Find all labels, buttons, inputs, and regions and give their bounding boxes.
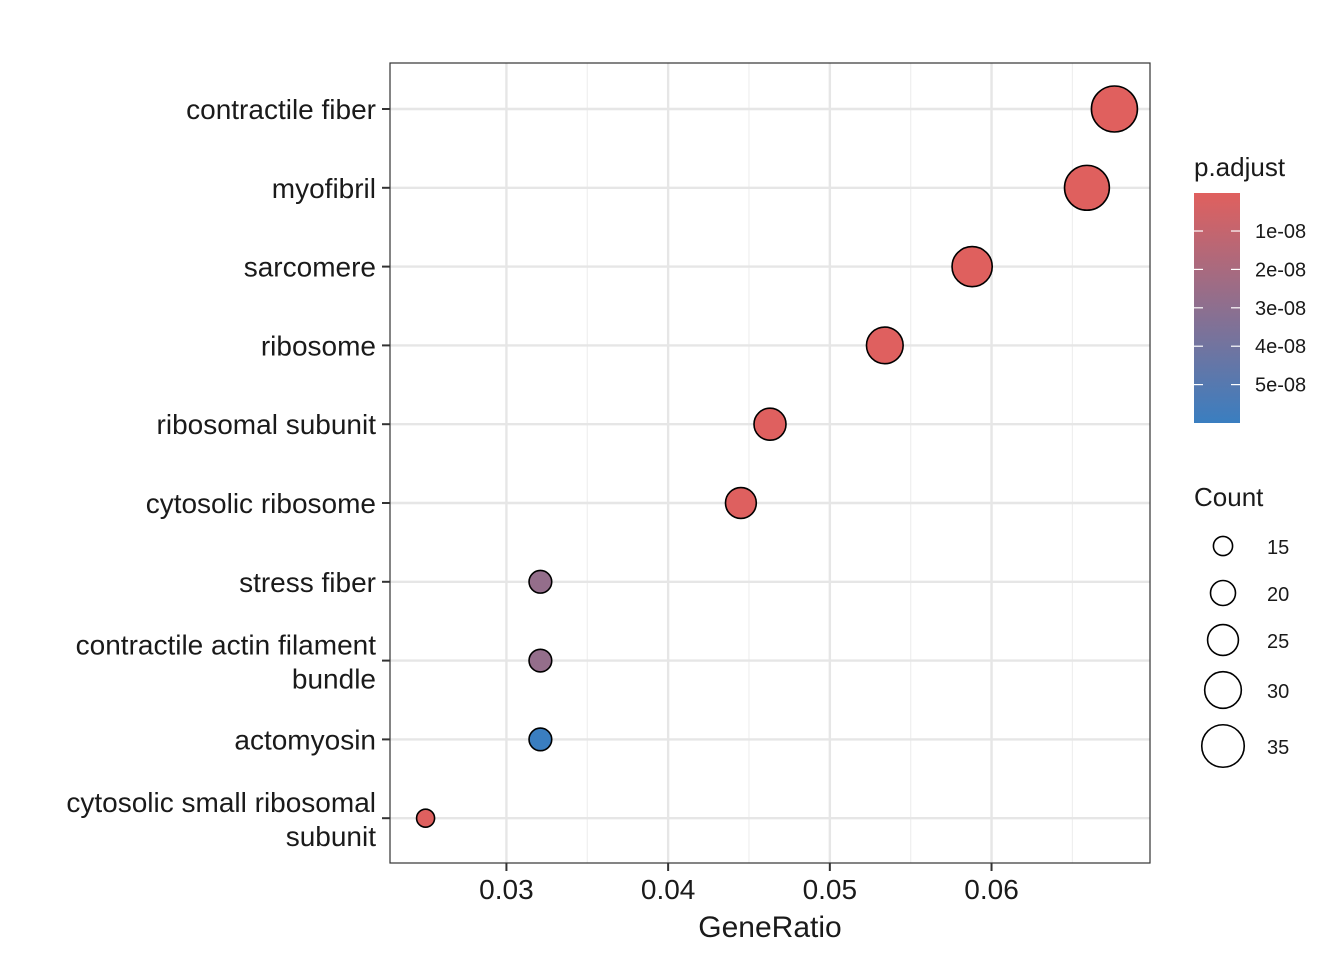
x-tick-label: 0.03 (479, 874, 534, 905)
data-point (528, 727, 553, 752)
x-axis-title: GeneRatio (698, 911, 841, 944)
size-legend-label: 30 (1267, 681, 1289, 703)
color-legend-label: 4e-08 (1255, 336, 1306, 358)
size-legend-label: 35 (1267, 737, 1289, 759)
y-tick-label-line: bundle (292, 664, 376, 695)
y-tick-label: actomyosin (234, 724, 376, 755)
y-tick-label: stress fiber (239, 567, 376, 598)
y-tick-label: myofibril (272, 173, 376, 204)
y-tick-label-line: contractile actin filament (76, 630, 377, 661)
size-legend-circle (1200, 723, 1246, 769)
x-axis: 0.03 0.04 0.05 0.06 (479, 863, 1019, 905)
data-point (415, 808, 436, 829)
size-legend-circle (1212, 535, 1234, 557)
data-point (865, 326, 904, 365)
size-legend-label: 25 (1267, 631, 1289, 653)
size-legend-label: 20 (1267, 584, 1289, 606)
size-legend: Count 15 20 25 30 35 (1194, 482, 1289, 769)
size-legend-circle (1209, 579, 1237, 607)
major-gridlines (390, 63, 1150, 863)
y-tick-label: cytosolic ribosome (146, 488, 376, 519)
color-legend-label: 5e-08 (1255, 375, 1306, 397)
data-point (528, 648, 553, 673)
size-legend-circle (1203, 670, 1243, 710)
y-axis: contractile fiber myofibril sarcomere ribos… (66, 94, 390, 852)
y-tick-label-line: subunit (286, 821, 377, 852)
plot-panel-border (389, 62, 1151, 864)
color-legend: p.adjust 1e-08 2e-08 3e-08 4e-08 5e-08 (1194, 152, 1306, 423)
x-tick-label: 0.04 (641, 874, 696, 905)
color-legend-label: 3e-08 (1255, 298, 1306, 320)
y-tick-label-line: cytosolic small ribosomal (66, 787, 376, 818)
data-point (724, 486, 758, 520)
data-points (415, 85, 1139, 829)
color-legend-label: 2e-08 (1255, 259, 1306, 281)
y-tick-label: ribosome (261, 330, 376, 361)
data-point (1090, 85, 1139, 133)
data-point (528, 569, 553, 594)
y-tick-label: ribosomal subunit (157, 409, 377, 440)
size-legend-label: 15 (1267, 537, 1289, 559)
data-point (1063, 164, 1111, 212)
y-tick-label: sarcomere (244, 252, 376, 283)
size-legend-circle (1206, 623, 1240, 657)
data-point (753, 407, 787, 442)
color-legend-title: p.adjust (1194, 152, 1286, 182)
size-legend-title: Count (1194, 482, 1264, 512)
data-point (951, 245, 994, 288)
x-tick-label: 0.06 (964, 874, 1019, 905)
color-legend-label: 1e-08 (1255, 221, 1306, 243)
x-tick-label: 0.05 (803, 874, 858, 905)
y-tick-label: contractile fiber (186, 94, 376, 125)
